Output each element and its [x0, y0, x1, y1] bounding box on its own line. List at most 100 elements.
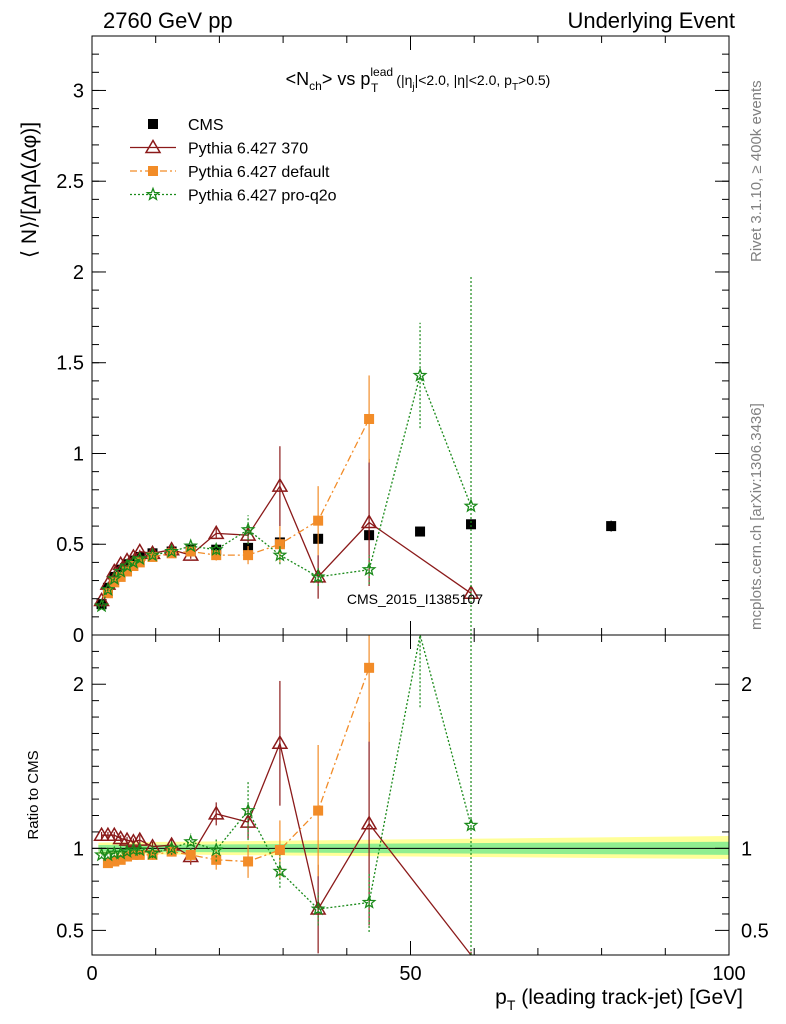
title-cut3: >0.5) — [518, 72, 550, 88]
data-point — [463, 498, 479, 513]
data-point — [128, 849, 139, 860]
data-point — [243, 550, 254, 561]
y-tick-label: 2.5 — [56, 171, 84, 193]
series-1 — [93, 446, 480, 607]
data-point — [463, 817, 479, 832]
x-tick-label: 0 — [86, 963, 97, 985]
series-line — [107, 667, 370, 864]
rivet-label: Rivet 3.1.10, ≥ 400k events — [748, 80, 765, 262]
data-point — [207, 524, 225, 540]
data-point — [96, 599, 107, 610]
data-point — [271, 477, 289, 492]
data-point — [208, 541, 224, 556]
ratio-y-tick-label: 0.5 — [56, 920, 84, 942]
y-tick-label: 1.5 — [56, 353, 84, 375]
data-point — [240, 802, 256, 817]
data-point — [102, 588, 113, 599]
legend-label: Pythia 6.427 default — [188, 164, 330, 181]
data-point — [207, 805, 225, 820]
legend: CMS Pythia 6.427 370 Pythia 6.427 default P… — [130, 117, 337, 205]
data-point — [109, 577, 120, 588]
legend-marker — [144, 139, 162, 154]
data-point — [274, 844, 285, 855]
data-point — [361, 561, 377, 576]
data-point — [113, 845, 129, 860]
data-point — [243, 856, 254, 867]
data-point — [131, 543, 149, 558]
legend-label: Pythia 6.427 370 — [188, 141, 308, 158]
header-right: Underlying Event — [567, 8, 735, 33]
data-point — [272, 863, 288, 878]
data-point — [606, 521, 617, 532]
data-point — [102, 858, 113, 869]
data-point — [364, 413, 375, 424]
data-point — [128, 555, 139, 566]
title-cut2-sub: T — [512, 82, 518, 93]
data-point — [145, 845, 160, 860]
legend-item: Pythia 6.427 pro-q2o — [130, 186, 337, 205]
title-cut1: (|η — [392, 72, 412, 88]
data-point — [122, 851, 133, 862]
title-n-sub: ch — [309, 79, 322, 93]
data-point — [466, 519, 477, 530]
data-point — [122, 559, 133, 570]
legend-label: CMS — [188, 117, 224, 134]
series-line — [107, 418, 370, 594]
data-point — [100, 847, 116, 862]
header-left: 2760 GeV pp — [103, 8, 233, 33]
xlabel-rest: (leading track-jet) [GeV] — [515, 986, 743, 1009]
series-2 — [102, 375, 375, 599]
legend-label: Pythia 6.427 pro-q2o — [188, 188, 337, 205]
y-tick-label: 0.5 — [56, 534, 84, 556]
y-tick-label: 1 — [73, 443, 84, 465]
data-point — [128, 561, 139, 572]
data-point — [185, 849, 196, 860]
x-tick-label: 50 — [399, 963, 421, 985]
data-point — [208, 842, 224, 857]
title-n: <N — [286, 69, 310, 89]
data-point — [134, 557, 145, 568]
data-point — [164, 543, 180, 558]
legend-item: Pythia 6.427 370 — [130, 139, 308, 158]
data-point — [164, 840, 180, 855]
series-3 — [93, 275, 479, 635]
data-point — [109, 856, 120, 867]
data-point — [310, 568, 326, 584]
ratio-y-tick-label-right: 0.5 — [741, 920, 769, 942]
data-point — [147, 849, 158, 860]
data-point — [102, 582, 113, 593]
data-point — [364, 662, 375, 673]
series-line — [100, 484, 472, 601]
ratio-y-tick-label: 1 — [73, 838, 84, 860]
data-point — [274, 539, 285, 550]
x-axis-label: pT (leading track-jet) [GeV] — [495, 986, 743, 1013]
legend-marker — [148, 166, 158, 176]
series-3 — [93, 634, 479, 955]
data-point — [360, 815, 378, 830]
data-point — [100, 581, 116, 597]
ratio-y-tick-label: 2 — [73, 674, 84, 696]
main-ylabel: ⟨ N⟩/[ΔηΔ(Δφ)] — [18, 122, 41, 258]
data-point — [132, 550, 148, 566]
series-1 — [93, 680, 472, 956]
data-point — [313, 805, 324, 816]
data-point — [271, 734, 289, 750]
data-point — [361, 894, 377, 909]
ratio-y-tick-label-right: 1 — [741, 838, 752, 860]
data-point — [415, 526, 426, 537]
data-point — [122, 566, 133, 577]
title-vs: > vs p — [322, 69, 371, 89]
data-point — [412, 367, 428, 382]
main-panel: 0 0.5 1 1.5 2 2.5 3 CMS_2015_I1385107 <Nch> vs… — [18, 35, 730, 647]
data-point — [115, 854, 126, 865]
ratio-panel: 0.5 0.5 1 1 2 2 0 50 100 Ratio to CMS pT (leadin… — [25, 634, 769, 1013]
ratio-series-layer — [93, 634, 479, 956]
data-point — [313, 515, 324, 526]
ratio-frame — [91, 634, 730, 956]
data-point — [132, 842, 148, 857]
data-point — [119, 843, 135, 859]
data-point — [240, 521, 256, 537]
xlabel-p: p — [495, 986, 507, 1009]
legend-marker — [148, 119, 158, 129]
y-tick-label: 2 — [73, 262, 84, 284]
